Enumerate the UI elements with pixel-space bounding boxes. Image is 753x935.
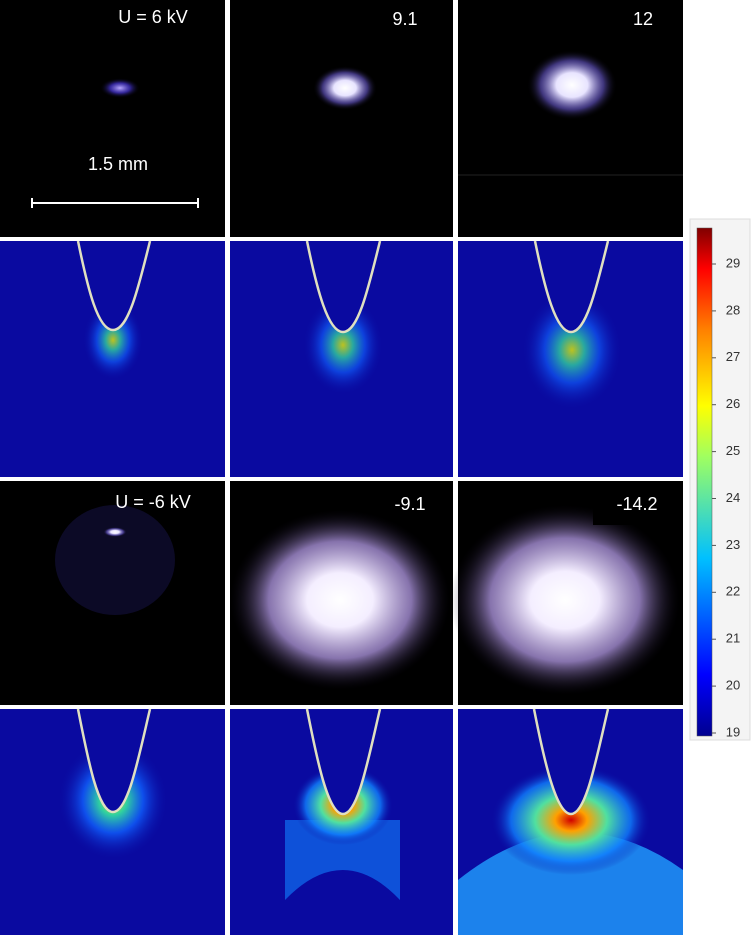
colorbar-tick-label: 22 (726, 584, 740, 599)
colorbar-tick-label: 24 (726, 490, 740, 505)
voltage-label: 12 (633, 9, 653, 29)
colorbar-tick-label: 21 (726, 631, 740, 646)
voltage-label: U = -6 kV (115, 492, 191, 512)
colorbar-tick-label: 20 (726, 678, 740, 693)
colorbar-tick-label: 28 (726, 302, 740, 317)
voltage-label: -9.1 (394, 494, 425, 514)
colorbar: 19 20 21 22 23 24 25 26 27 28 29 (689, 218, 751, 741)
voltage-label: U = 6 kV (118, 7, 188, 27)
scale-bar-label: 1.5 mm (88, 154, 148, 174)
simulation-row-negative (0, 708, 683, 935)
colorbar-tick-label: 19 (726, 724, 740, 739)
colorbar-tick-label: 23 (726, 537, 740, 552)
photo-row-positive (0, 0, 683, 237)
simulation-row-positive (0, 240, 683, 477)
voltage-label: 9.1 (392, 9, 417, 29)
colorbar-tick-label: 25 (726, 443, 740, 458)
colorbar-tick-label: 27 (726, 349, 740, 364)
colorbar-tick-label: 29 (726, 255, 740, 270)
photo-row-negative (0, 481, 683, 705)
colorbar-tick-label: 26 (726, 396, 740, 411)
voltage-label: -14.2 (616, 494, 657, 514)
